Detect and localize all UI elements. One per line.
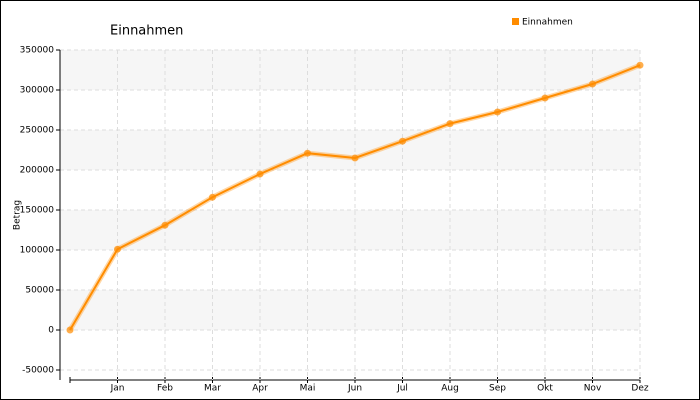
x-tick-label: Sep	[489, 384, 506, 394]
point	[494, 108, 501, 116]
chart-title: Einnahmen	[110, 24, 183, 39]
point	[209, 193, 216, 201]
x-tick-label: Jul	[396, 384, 408, 394]
x-tick-label: Aug	[441, 384, 459, 394]
point	[446, 120, 454, 128]
y-tick-label: 150000	[20, 206, 55, 216]
x-tick-label: Jun	[347, 384, 362, 394]
x-tick-label: Mar	[204, 384, 221, 394]
grid-band	[60, 130, 640, 170]
x-tick-label: Nov	[584, 384, 602, 394]
point	[114, 245, 121, 253]
x-tick-label: Feb	[157, 384, 173, 394]
y-tick-label: 100000	[20, 246, 55, 256]
y-axis-label: Betrag	[13, 200, 23, 230]
point	[256, 170, 264, 178]
x-tick-label: Apr	[252, 384, 268, 394]
grid-band	[60, 210, 640, 250]
grid-band	[60, 290, 640, 330]
x-tick-label: Dez	[631, 384, 648, 394]
point	[541, 94, 549, 102]
point	[161, 221, 169, 229]
y-tick-label: 0	[48, 326, 54, 336]
point	[66, 326, 74, 334]
point	[589, 80, 596, 88]
x-tick-label: Okt	[537, 384, 553, 394]
point	[399, 137, 406, 145]
y-tick-label: 50000	[25, 286, 54, 296]
point	[636, 61, 644, 69]
x-tick-label: Mai	[300, 384, 316, 394]
y-tick-label: -50000	[22, 366, 54, 376]
y-tick-label: 200000	[20, 166, 55, 176]
x-tick-label: Jan	[110, 384, 125, 394]
y-tick-label: 250000	[20, 126, 55, 136]
y-tick-label: 300000	[20, 86, 55, 96]
point	[351, 154, 359, 162]
legend-swatch	[512, 18, 519, 25]
point	[304, 149, 311, 157]
grid-band	[60, 50, 640, 90]
legend-label: Einnahmen	[522, 18, 573, 28]
y-tick-label: 350000	[20, 46, 55, 56]
